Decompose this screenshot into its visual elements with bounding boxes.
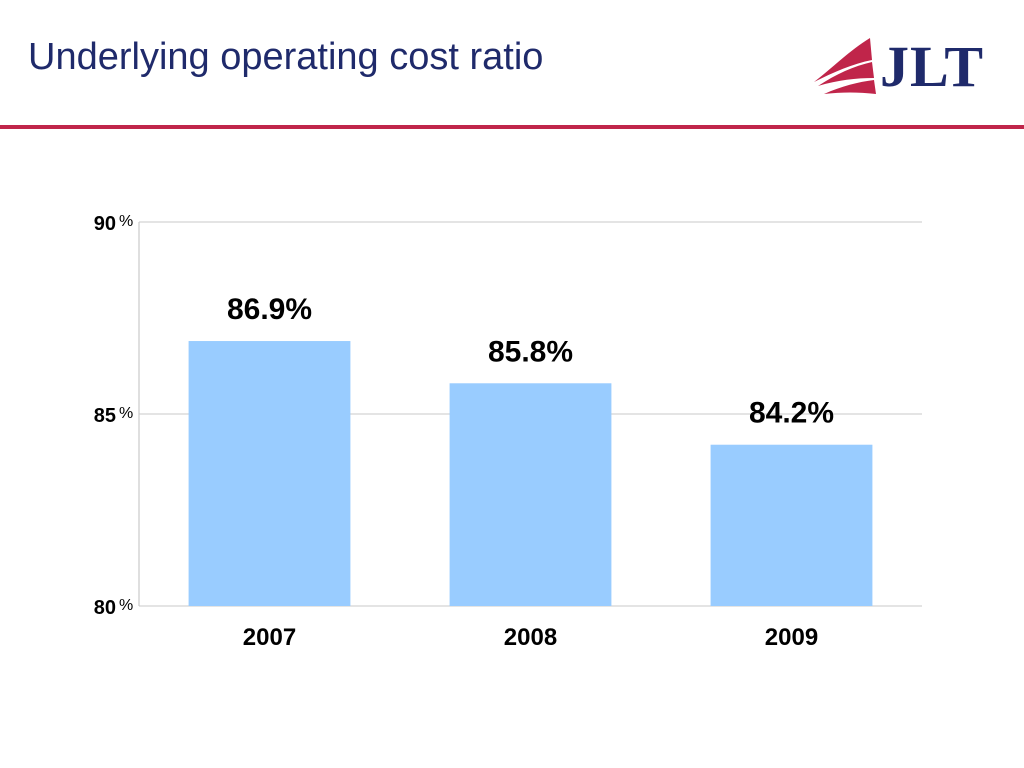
y-tick-unit: %: [119, 213, 133, 230]
jlt-logo: JLT: [810, 34, 990, 104]
bar: [710, 444, 873, 606]
data-label: 85.8%: [488, 335, 573, 368]
x-category-label: 2008: [504, 624, 557, 651]
y-tick-unit: %: [119, 597, 133, 614]
y-tick-label: 85: [94, 405, 116, 427]
x-category-label: 2009: [765, 624, 818, 651]
bar: [449, 383, 612, 606]
data-label: 86.9%: [227, 293, 312, 326]
x-category-label: 2007: [243, 624, 296, 651]
logo-text: JLT: [880, 34, 985, 99]
y-tick-label: 90: [94, 213, 116, 235]
header-divider: [0, 125, 1024, 129]
data-label: 84.2%: [749, 397, 834, 430]
y-tick-unit: %: [119, 405, 133, 422]
bar: [188, 341, 351, 606]
page-title: Underlying operating cost ratio: [28, 36, 544, 78]
y-tick-label: 80: [94, 597, 116, 619]
jlt-sail-icon: [814, 38, 876, 94]
